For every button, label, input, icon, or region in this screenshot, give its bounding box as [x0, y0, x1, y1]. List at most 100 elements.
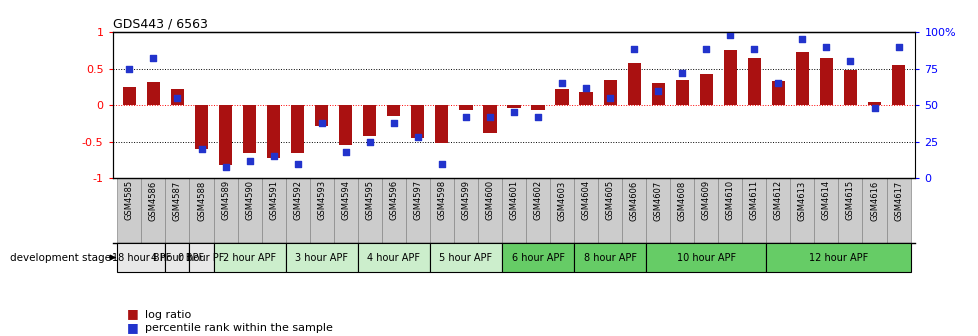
Bar [718, 178, 741, 243]
Bar [357, 243, 429, 272]
Bar [286, 178, 309, 243]
Text: GSM4600: GSM4600 [485, 180, 494, 220]
Bar [531, 105, 544, 110]
Point [722, 32, 737, 38]
Text: GSM4617: GSM4617 [893, 180, 902, 221]
Bar [550, 178, 573, 243]
Point [794, 37, 810, 42]
Bar [862, 178, 886, 243]
Text: 4 hour BPF: 4 hour BPF [151, 253, 203, 262]
Bar [243, 105, 256, 153]
Bar [165, 243, 190, 272]
Bar [573, 178, 598, 243]
Bar [267, 105, 280, 158]
Text: GSM4597: GSM4597 [413, 180, 422, 220]
Point [289, 161, 305, 166]
Bar [315, 105, 328, 126]
Text: GSM4605: GSM4605 [605, 180, 614, 220]
Bar [645, 243, 766, 272]
Point [314, 120, 330, 125]
Bar [286, 243, 357, 272]
Point [842, 58, 858, 64]
Text: log ratio: log ratio [145, 309, 191, 320]
Bar [213, 243, 286, 272]
Bar [675, 80, 689, 105]
Text: GSM4589: GSM4589 [221, 180, 230, 220]
Point [890, 44, 906, 49]
Point [458, 114, 473, 120]
Text: GSM4609: GSM4609 [701, 180, 710, 220]
Text: GSM4615: GSM4615 [845, 180, 854, 220]
Bar [171, 89, 184, 105]
Bar [435, 105, 448, 143]
Bar [261, 178, 286, 243]
Point [481, 114, 497, 120]
Bar [771, 81, 784, 105]
Text: 5 hour APF: 5 hour APF [439, 253, 492, 262]
Bar [411, 105, 424, 138]
Text: 2 hour APF: 2 hour APF [223, 253, 276, 262]
Bar [238, 178, 261, 243]
Bar [741, 178, 766, 243]
Text: 4 hour APF: 4 hour APF [367, 253, 420, 262]
Text: GSM4590: GSM4590 [244, 180, 254, 220]
Bar [290, 105, 304, 153]
Text: GSM4588: GSM4588 [197, 180, 205, 221]
Point [746, 47, 762, 52]
Bar [507, 105, 520, 108]
Point [506, 110, 521, 115]
Text: GSM4587: GSM4587 [173, 180, 182, 221]
Bar [525, 178, 550, 243]
Bar [747, 57, 760, 105]
Point [866, 106, 881, 111]
Text: GSM4607: GSM4607 [653, 180, 662, 221]
Bar [699, 74, 712, 105]
Bar [502, 178, 525, 243]
Text: GSM4586: GSM4586 [149, 180, 157, 221]
Bar [219, 105, 232, 165]
Text: ■: ■ [127, 321, 139, 334]
Bar [190, 178, 213, 243]
Text: GSM4611: GSM4611 [749, 180, 758, 220]
Text: GSM4614: GSM4614 [822, 180, 830, 220]
Text: 8 hour APF: 8 hour APF [583, 253, 636, 262]
Point [578, 85, 594, 90]
Bar [117, 243, 165, 272]
Bar [789, 178, 814, 243]
Text: 12 hour APF: 12 hour APF [808, 253, 867, 262]
Text: GSM4595: GSM4595 [365, 180, 374, 220]
Text: GSM4593: GSM4593 [317, 180, 326, 220]
Text: 10 hour APF: 10 hour APF [676, 253, 735, 262]
Text: GDS443 / 6563: GDS443 / 6563 [112, 18, 207, 31]
Bar [814, 178, 837, 243]
Bar [477, 178, 502, 243]
Point [626, 47, 642, 52]
Bar [891, 65, 905, 105]
Bar [117, 178, 141, 243]
Bar [555, 89, 568, 105]
Point [601, 95, 617, 100]
Text: GSM4598: GSM4598 [437, 180, 446, 220]
Bar [338, 105, 352, 145]
Bar [766, 243, 910, 272]
Text: GSM4601: GSM4601 [509, 180, 518, 220]
Bar [627, 63, 641, 105]
Text: GSM4613: GSM4613 [797, 180, 806, 221]
Bar [363, 105, 376, 136]
Text: 6 hour APF: 6 hour APF [511, 253, 564, 262]
Bar [309, 178, 333, 243]
Point [121, 66, 137, 71]
Text: GSM4608: GSM4608 [677, 180, 686, 221]
Point [385, 120, 401, 125]
Text: GSM4596: GSM4596 [389, 180, 398, 220]
Bar [886, 178, 910, 243]
Point [362, 139, 378, 144]
Text: GSM4610: GSM4610 [725, 180, 734, 220]
Bar [598, 178, 621, 243]
Bar [843, 70, 856, 105]
Bar [819, 57, 832, 105]
Bar [454, 178, 477, 243]
Bar [723, 50, 736, 105]
Bar [195, 105, 208, 149]
Bar [670, 178, 693, 243]
